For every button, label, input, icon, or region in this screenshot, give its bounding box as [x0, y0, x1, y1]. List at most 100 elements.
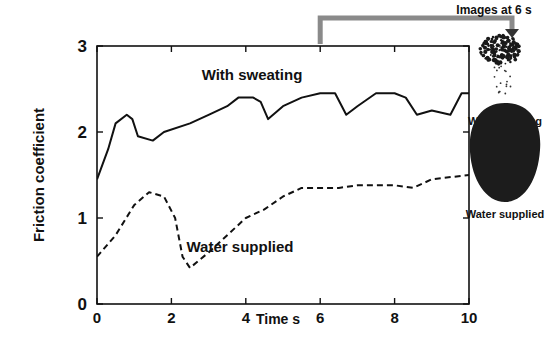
x-tick — [171, 298, 172, 304]
speckle — [505, 63, 507, 65]
speckle — [512, 46, 516, 50]
x-tick-label: 10 — [461, 309, 478, 326]
speckle — [482, 54, 486, 58]
contact-blob — [470, 103, 540, 202]
images-title: Images at 6 s — [456, 3, 532, 17]
x-tick — [245, 298, 246, 304]
speckle — [481, 45, 484, 48]
series-line — [97, 175, 469, 268]
speckle — [502, 35, 506, 39]
speckle — [499, 46, 501, 48]
speckle — [496, 70, 498, 72]
speckle — [486, 56, 490, 60]
speckle — [496, 86, 498, 88]
speckle — [499, 91, 501, 93]
y-tick-right — [463, 45, 469, 46]
x-tick — [320, 298, 321, 304]
x-tick-top — [171, 46, 172, 52]
speckle — [513, 53, 516, 56]
speckle — [490, 40, 493, 43]
x-tick — [96, 298, 97, 304]
x-axis-label: Time s — [256, 311, 300, 327]
speckle — [512, 53, 516, 57]
speckle — [500, 39, 503, 42]
x-tick-top — [468, 46, 469, 52]
speckle — [501, 35, 503, 37]
speckle — [509, 76, 511, 78]
plot-frame — [97, 46, 469, 304]
y-tick-label: 2 — [78, 123, 87, 142]
speckle — [479, 51, 482, 54]
speckle — [492, 44, 494, 46]
speckle — [490, 54, 492, 56]
y-tick — [97, 217, 103, 218]
speckle — [500, 82, 502, 84]
speckle — [486, 48, 490, 52]
speckle — [496, 55, 499, 58]
x-tick-label: 2 — [167, 309, 175, 326]
speckle — [513, 58, 517, 62]
y-tick — [97, 131, 103, 132]
speckle — [502, 49, 505, 52]
speckle — [501, 54, 505, 58]
speckle — [494, 67, 496, 69]
plot-area — [97, 93, 469, 268]
y-tick-right — [463, 131, 469, 132]
speckle — [491, 49, 495, 53]
y-tick-label: 0 — [78, 295, 87, 314]
speckle — [500, 42, 502, 44]
series-label: Water supplied — [187, 238, 294, 255]
speckle — [506, 85, 508, 87]
x-tick-top — [245, 46, 246, 52]
speckle — [511, 37, 514, 40]
x-tick-label: 6 — [316, 309, 324, 326]
image-caption: Water supplied — [466, 208, 544, 220]
x-tick-top — [96, 46, 97, 52]
speckle — [479, 47, 483, 51]
speckle — [492, 58, 496, 62]
speckle — [506, 36, 510, 40]
y-axis-label: Friction coefficient — [30, 108, 47, 242]
speckle — [498, 67, 500, 69]
speckle — [505, 45, 508, 48]
series-label: With sweating — [202, 66, 303, 83]
y-tick-label: 3 — [78, 37, 87, 56]
speckle — [517, 49, 521, 53]
speckle — [510, 56, 512, 58]
y-tick — [97, 45, 103, 46]
speckle — [510, 46, 512, 48]
x-tick-top — [320, 46, 321, 52]
y-tick-right — [463, 303, 469, 304]
speckle — [509, 56, 512, 59]
speckle — [506, 39, 510, 43]
speckle — [504, 93, 506, 95]
bracket — [320, 18, 512, 44]
speckle — [513, 39, 515, 41]
speckle — [498, 91, 500, 93]
speckle — [510, 86, 512, 88]
speckle — [509, 61, 512, 64]
chart-root: 01230246810Time sFriction coefficientWit… — [0, 0, 548, 359]
y-tick — [97, 303, 103, 304]
speckle — [497, 54, 499, 56]
speckle — [506, 81, 508, 83]
speckle — [494, 76, 496, 78]
series-line — [97, 93, 469, 179]
speckle — [491, 40, 493, 42]
speckle — [505, 55, 509, 59]
speckle — [509, 46, 511, 48]
x-tick-top — [394, 46, 395, 52]
y-tick-label: 1 — [78, 209, 87, 228]
speckle — [516, 42, 519, 45]
x-tick-label: 0 — [93, 309, 101, 326]
speckle — [501, 40, 503, 42]
speckle — [516, 53, 519, 56]
speckle — [501, 46, 504, 49]
x-tick — [394, 298, 395, 304]
speckle — [497, 63, 500, 66]
speckle — [498, 49, 500, 51]
speckle — [505, 70, 507, 72]
speckle — [492, 40, 496, 44]
x-tick — [468, 298, 469, 304]
x-tick-label: 4 — [242, 309, 251, 326]
